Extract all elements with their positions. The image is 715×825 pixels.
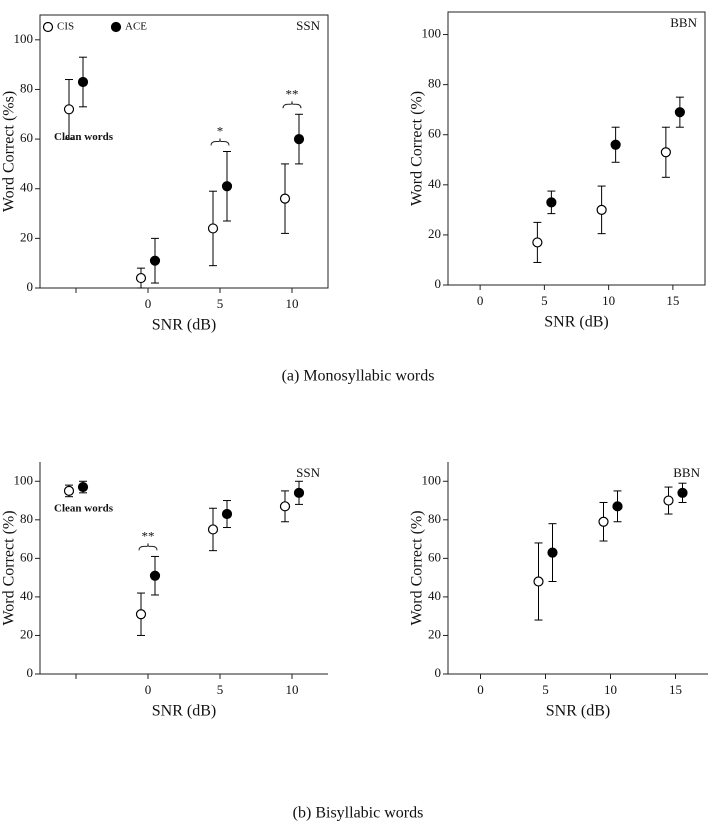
y-tick-label: 100 <box>422 26 442 41</box>
marker <box>546 197 557 208</box>
x-axis-label: SNR (dB) <box>544 314 608 331</box>
y-tick-label: 40 <box>428 176 441 191</box>
y-tick-label: 60 <box>20 130 33 145</box>
marker <box>149 570 161 581</box>
significance-label: ** <box>286 86 299 101</box>
x-tick-label: 15 <box>666 293 679 308</box>
y-tick-label: 40 <box>20 588 33 603</box>
marker <box>612 501 623 512</box>
x-tick-label: 5 <box>541 293 548 308</box>
x-tick-label: 10 <box>286 296 299 311</box>
note: Clean words <box>54 131 114 143</box>
y-tick-label: 0 <box>435 276 442 291</box>
y-tick-label: 0 <box>27 665 34 680</box>
marker <box>77 76 89 88</box>
marker <box>677 487 688 498</box>
x-axis-label: SNR (dB) <box>152 317 216 334</box>
marker <box>221 181 233 192</box>
legend-marker <box>42 21 54 33</box>
y-axis-label: Word Correct (%) <box>409 510 426 625</box>
marker <box>547 547 558 558</box>
y-tick-label: 100 <box>422 472 442 487</box>
legend-marker <box>110 21 122 33</box>
x-axis-label: SNR (dB) <box>152 703 216 720</box>
y-tick-label: 100 <box>14 31 34 46</box>
noise-label: SSN <box>296 465 320 480</box>
marker <box>663 495 674 506</box>
marker <box>532 237 543 248</box>
y-tick-label: 60 <box>20 549 33 564</box>
significance-brace <box>282 101 302 109</box>
marker <box>63 485 75 497</box>
x-tick-label: 10 <box>286 682 299 697</box>
marker <box>610 139 621 150</box>
x-tick-label: 0 <box>145 682 152 697</box>
marker <box>533 576 544 587</box>
y-tick-label: 40 <box>428 588 441 603</box>
y-tick-label: 80 <box>20 511 33 526</box>
caption: (a) Monosyllabic words <box>282 368 435 385</box>
y-tick-label: 20 <box>428 626 441 641</box>
y-tick-label: 20 <box>20 626 33 641</box>
y-tick-label: 60 <box>428 549 441 564</box>
marker <box>135 609 147 620</box>
marker <box>660 147 671 158</box>
marker <box>279 193 291 204</box>
marker <box>674 107 685 118</box>
note: Clean words <box>54 502 114 514</box>
y-tick-label: 0 <box>435 665 442 680</box>
x-tick-label: 10 <box>602 293 615 308</box>
y-tick-label: 20 <box>428 226 441 241</box>
legend-label: ACE <box>125 21 147 33</box>
marker <box>293 487 305 498</box>
significance-label: * <box>217 123 224 138</box>
y-tick-label: 60 <box>428 126 441 141</box>
marker <box>135 272 147 284</box>
x-axis-label: SNR (dB) <box>546 703 610 720</box>
y-axis-label: Word Correct (%) <box>409 91 426 206</box>
y-tick-label: 80 <box>428 76 441 91</box>
plot-frame <box>447 11 706 286</box>
marker <box>221 508 233 520</box>
x-tick-label: 0 <box>477 682 484 697</box>
noise-label: SSN <box>296 18 320 33</box>
x-tick-label: 0 <box>477 293 484 308</box>
significance-brace <box>138 543 158 551</box>
y-axis-label: Word Correct (%) <box>1 510 18 625</box>
x-tick-label: 5 <box>217 296 224 311</box>
y-tick-label: 20 <box>20 229 33 244</box>
x-tick-label: 5 <box>217 682 224 697</box>
significance-label: ** <box>142 528 155 543</box>
marker <box>293 133 305 145</box>
y-tick-label: 80 <box>428 511 441 526</box>
marker <box>598 516 609 527</box>
marker <box>63 104 75 115</box>
x-tick-label: 15 <box>669 682 682 697</box>
y-tick-label: 40 <box>20 180 33 195</box>
marker <box>596 204 607 215</box>
legend-label: CIS <box>57 21 74 33</box>
noise-label: BBN <box>670 15 697 30</box>
significance-brace <box>210 138 230 146</box>
x-tick-label: 10 <box>604 682 617 697</box>
marker <box>207 223 219 234</box>
marker <box>279 501 291 512</box>
y-tick-label: 0 <box>27 279 34 294</box>
x-tick-label: 5 <box>542 682 549 697</box>
marker <box>207 524 219 535</box>
caption: (b) Bisyllabic words <box>293 805 424 822</box>
y-axis-label: Word Correct (%s) <box>1 91 18 212</box>
y-tick-label: 100 <box>14 472 34 487</box>
y-tick-label: 80 <box>20 80 33 95</box>
x-tick-label: 0 <box>145 296 152 311</box>
marker <box>77 481 89 493</box>
marker <box>149 255 161 266</box>
plot-frame <box>39 14 329 289</box>
noise-label: BBN <box>673 465 700 480</box>
